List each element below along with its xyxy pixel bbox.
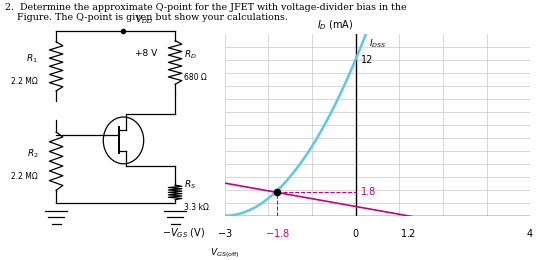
Text: $-V_{GS}$ (V): $-V_{GS}$ (V) <box>162 227 205 240</box>
Text: 1.8: 1.8 <box>361 187 377 197</box>
Text: 3.3 kΩ: 3.3 kΩ <box>184 204 209 212</box>
Text: $V_{DD}$: $V_{DD}$ <box>135 14 153 26</box>
Text: $I_D$ (mA): $I_D$ (mA) <box>317 19 353 32</box>
Text: $-1.8$: $-1.8$ <box>265 227 289 239</box>
Text: $R_1$: $R_1$ <box>27 52 38 65</box>
Text: 2.  Determine the approximate Q-point for the JFET with voltage-divider bias in : 2. Determine the approximate Q-point for… <box>5 3 407 22</box>
Text: $4$: $4$ <box>526 227 534 239</box>
Text: $V_{GS(\rm off)}$: $V_{GS(\rm off)}$ <box>209 246 240 259</box>
Text: $R_S$: $R_S$ <box>184 178 196 191</box>
Text: 680 Ω: 680 Ω <box>184 74 207 82</box>
Text: 2.2 MΩ: 2.2 MΩ <box>11 172 38 181</box>
Text: $1.2$: $1.2$ <box>400 227 416 239</box>
Text: 12: 12 <box>361 55 374 65</box>
Text: $R_2$: $R_2$ <box>27 147 38 160</box>
Text: 2.2 MΩ: 2.2 MΩ <box>11 77 38 86</box>
Text: $0$: $0$ <box>352 227 359 239</box>
Text: $R_D$: $R_D$ <box>184 48 197 61</box>
Text: $-3$: $-3$ <box>217 227 232 239</box>
Text: $I_{DSS}$: $I_{DSS}$ <box>368 38 386 50</box>
Text: +8 V: +8 V <box>135 49 157 58</box>
